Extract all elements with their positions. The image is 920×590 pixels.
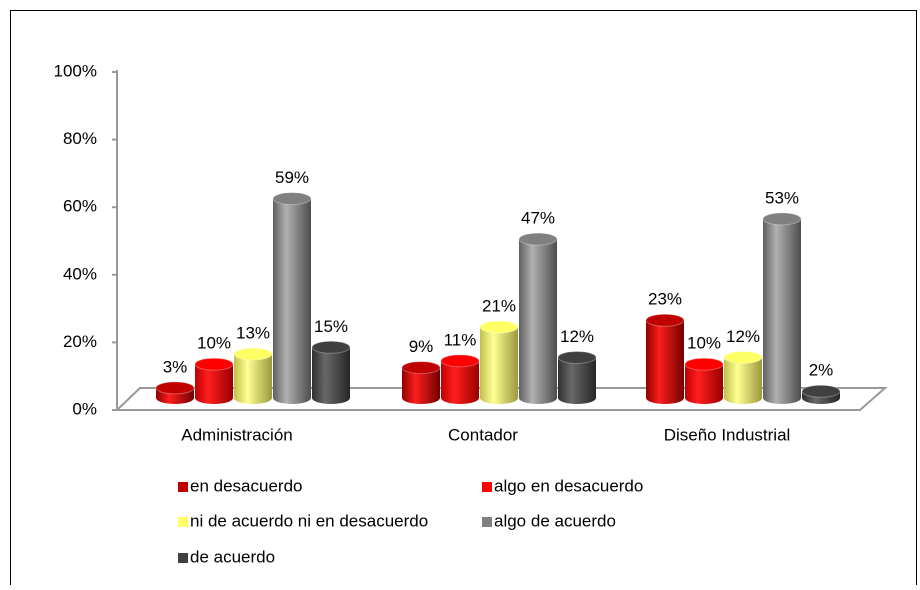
bar-top (645, 313, 685, 327)
bar-body (480, 327, 518, 404)
legend-label: de acuerdo (190, 547, 275, 566)
bar-top (233, 347, 273, 361)
bar (272, 192, 312, 404)
bar-body (724, 357, 762, 404)
bar-body (646, 320, 684, 404)
data-label: 12% (560, 327, 594, 346)
data-label: 10% (687, 334, 721, 353)
y-tick-label: 0% (72, 399, 97, 418)
bar-body (763, 218, 801, 404)
legend-swatch (482, 482, 492, 492)
bar-top (401, 361, 441, 375)
data-label: 59% (275, 168, 309, 187)
bar-body (441, 360, 479, 404)
y-tick-label: 40% (63, 264, 97, 283)
data-label: 9% (409, 337, 434, 356)
bar (723, 350, 763, 404)
bar-body (685, 364, 723, 404)
bar-top (311, 340, 351, 354)
bar-body (234, 354, 272, 404)
data-label: 13% (236, 324, 270, 343)
legend-swatch (482, 517, 492, 527)
bar-top (723, 350, 763, 364)
legend-label: en desacuerdo (190, 476, 302, 495)
bar-top (479, 320, 519, 334)
x-tick-label: Diseño Industrial (664, 425, 791, 444)
y-tick-label: 100% (54, 61, 97, 80)
bar-top (518, 232, 558, 246)
bar-top (194, 357, 234, 371)
bar-body (402, 367, 440, 404)
y-tick-label: 80% (63, 129, 97, 148)
data-label: 12% (726, 327, 760, 346)
data-label: 10% (197, 334, 231, 353)
legend-label: ni de acuerdo ni en desacuerdo (190, 511, 428, 530)
bar (155, 381, 195, 404)
legend-label: algo de acuerdo (494, 511, 616, 530)
data-label: 2% (809, 361, 834, 380)
legend-swatch (178, 517, 188, 527)
bar-top (155, 381, 195, 395)
legend-swatch (178, 482, 188, 492)
bar-top (272, 192, 312, 206)
data-label: 15% (314, 317, 348, 336)
bar (645, 313, 685, 404)
bar-body (519, 239, 557, 404)
bar (440, 354, 480, 404)
x-tick-label: Contador (448, 425, 518, 444)
bar (557, 350, 597, 404)
bar-top (801, 384, 841, 398)
legend-label: algo en desacuerdo (494, 476, 643, 495)
data-label: 23% (648, 290, 682, 309)
y-tick-label: 20% (63, 332, 97, 351)
bar-body (312, 347, 350, 404)
bar-top (684, 357, 724, 371)
legend-swatch (178, 553, 188, 563)
bar (311, 340, 351, 404)
data-label: 47% (521, 209, 555, 228)
bar-body (195, 364, 233, 404)
bar-top (762, 212, 802, 226)
bar-top (557, 350, 597, 364)
bar (233, 347, 273, 404)
data-label: 11% (444, 330, 477, 349)
x-tick-label: Administración (181, 425, 293, 444)
data-label: 21% (482, 297, 516, 316)
bar (762, 212, 802, 404)
bar (684, 357, 724, 404)
bar (401, 361, 441, 404)
data-label: 3% (163, 357, 188, 376)
bar (518, 232, 558, 404)
bar (479, 320, 519, 404)
bar-body (558, 357, 596, 404)
bar-top (440, 354, 480, 368)
bar (194, 357, 234, 404)
bar-body (273, 198, 311, 404)
data-label: 53% (765, 188, 799, 207)
y-tick-label: 60% (63, 197, 97, 216)
bar (801, 384, 841, 404)
